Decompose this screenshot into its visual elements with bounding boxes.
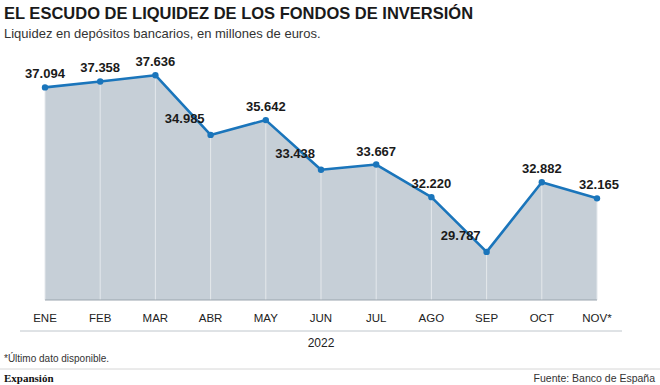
grid-line (265, 120, 266, 300)
rule (0, 369, 660, 370)
plot-area (42, 72, 600, 300)
subtitle: Liquidez en depósitos bancarios, en mill… (4, 26, 321, 41)
axis-line (45, 300, 597, 301)
grid-line (210, 135, 211, 300)
x-tick-label: MAR (143, 312, 169, 324)
data-label: 37.358 (80, 60, 120, 75)
area (45, 75, 597, 300)
data-label: 32.220 (412, 176, 452, 191)
data-label: 32.882 (522, 161, 562, 176)
grid-line (431, 197, 432, 300)
data-label: 37.636 (136, 54, 176, 69)
data-label: 33.438 (275, 146, 315, 161)
data-label: 35.642 (246, 99, 286, 114)
x-tick-label: ENE (33, 312, 57, 324)
data-label: 37.094 (25, 66, 66, 81)
footnote: *Último dato disponible. (4, 352, 109, 364)
separator (20, 331, 622, 332)
data-label: 34.985 (165, 111, 205, 126)
x-tick-label: AGO (419, 312, 445, 324)
x-tick-label: NOV* (582, 312, 612, 324)
marker (42, 84, 48, 90)
data-label: 29.787 (441, 228, 481, 243)
x-tick-label: JUN (310, 312, 332, 324)
chart: EL ESCUDO DE LIQUIDEZ DE LOS FONDOS DE I… (0, 0, 660, 385)
source: Fuente: Banco de España (534, 372, 656, 384)
marker (152, 72, 158, 78)
grid-line (321, 170, 322, 300)
marker (207, 132, 213, 138)
marker (594, 195, 600, 201)
x-tick-label: MAY (254, 312, 278, 324)
marker (97, 78, 103, 84)
grid-line (376, 165, 377, 300)
x-tick-label: ABR (199, 312, 223, 324)
grid-line (597, 198, 598, 300)
grid-line (100, 81, 101, 300)
x-tick-label: OCT (530, 312, 554, 324)
x-tick-label: FEB (89, 312, 112, 324)
marker (539, 179, 545, 185)
grid-line (486, 252, 487, 300)
marker (263, 117, 269, 123)
marker (483, 249, 489, 255)
grid-line (541, 182, 542, 300)
x-tick-label: JUL (366, 312, 387, 324)
grid-line (155, 75, 156, 300)
marker (373, 161, 379, 167)
data-label: 32.165 (579, 177, 619, 192)
data-label: 33.667 (356, 144, 396, 159)
marker (428, 194, 434, 200)
marker (318, 167, 324, 173)
grid-line (45, 87, 46, 300)
line (45, 75, 597, 252)
publisher: Expansión (4, 372, 54, 384)
x-tick-label: SEP (475, 312, 498, 324)
x-axis-label: 2022 (308, 336, 335, 350)
title: EL ESCUDO DE LIQUIDEZ DE LOS FONDOS DE I… (4, 4, 473, 22)
